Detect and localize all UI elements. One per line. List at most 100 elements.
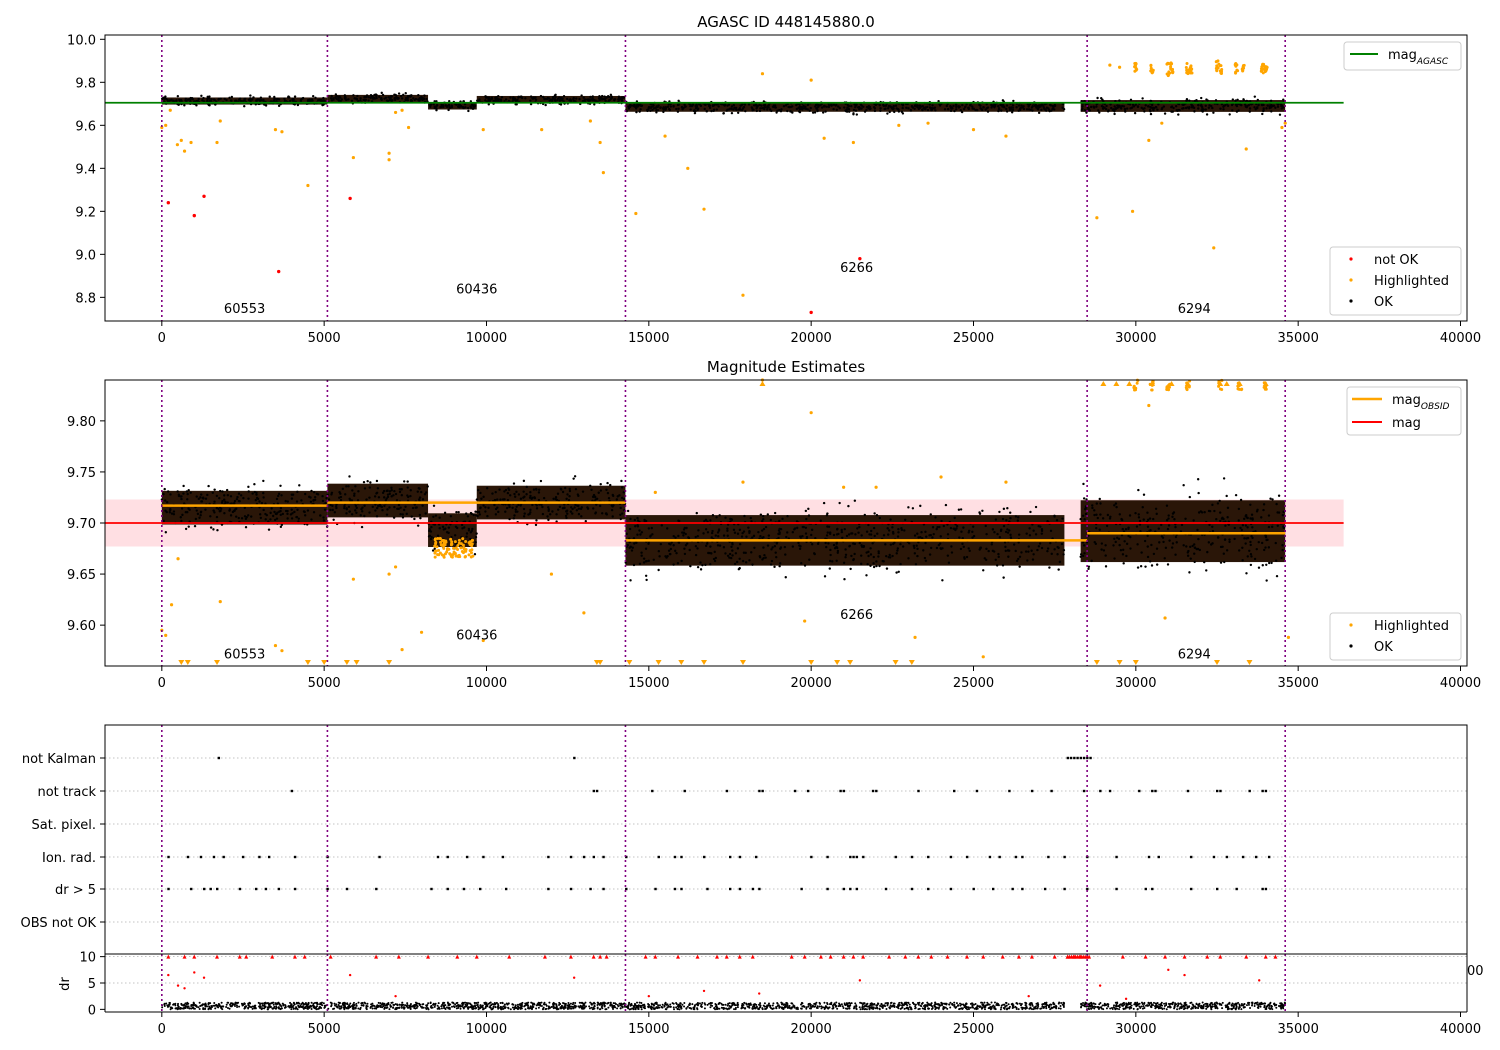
ok-point	[846, 103, 849, 107]
ok-point	[901, 106, 904, 110]
ok-point	[359, 99, 362, 102]
ok-point	[511, 506, 514, 509]
ok-point	[738, 567, 741, 570]
ok-point	[509, 494, 512, 497]
highlighted-point	[1095, 216, 1099, 220]
ok-point	[353, 492, 356, 495]
ok-point	[180, 497, 183, 501]
dr-ok-point	[440, 1007, 443, 1010]
ok-point	[355, 97, 359, 101]
dr-ok-point	[609, 1001, 612, 1004]
ok-point	[1081, 514, 1085, 517]
flag-marker	[855, 855, 859, 859]
ok-point	[522, 496, 525, 499]
ok-point	[724, 516, 727, 519]
ok-point	[929, 513, 932, 516]
ok-point	[638, 529, 641, 532]
ok-point	[855, 113, 859, 116]
ok-point	[677, 103, 680, 107]
ok-point	[216, 529, 219, 532]
ok-point	[565, 97, 569, 101]
panel2-title: Magnitude Estimates	[707, 358, 865, 376]
dr-ok-point	[516, 1003, 519, 1006]
ok-point	[759, 107, 762, 110]
ok-point	[961, 542, 964, 546]
ok-point	[946, 533, 950, 536]
ok-point	[954, 103, 958, 106]
flag-marker	[842, 789, 846, 793]
ok-point	[1193, 99, 1197, 103]
ok-point	[1008, 106, 1011, 109]
ok-point	[290, 493, 294, 496]
ok-point	[1120, 518, 1124, 522]
ok-point	[738, 528, 742, 532]
dr-ok-point	[440, 1005, 443, 1008]
ok-point	[949, 109, 953, 113]
ok-point	[1156, 108, 1159, 111]
dr-ok-point	[238, 1005, 241, 1008]
ok-point	[1093, 541, 1096, 544]
dr-ok-point	[455, 1005, 458, 1008]
ok-point	[1168, 539, 1171, 542]
ok-point	[868, 108, 872, 111]
ok-point	[283, 97, 286, 100]
highlighted-point	[387, 158, 391, 162]
ok-point	[512, 96, 515, 99]
ok-point	[694, 535, 697, 539]
ok-point	[506, 491, 510, 495]
highlighted-point	[467, 553, 471, 557]
ok-point	[1177, 113, 1180, 116]
ok-point	[273, 97, 276, 101]
legend-not-ok: not OK	[1374, 253, 1419, 268]
dr-ok-point	[436, 1004, 439, 1007]
ok-point	[1122, 562, 1125, 565]
ok-point	[412, 97, 415, 100]
ok-point	[1109, 103, 1112, 106]
ok-point	[1144, 565, 1147, 568]
highlighted-point	[460, 549, 464, 553]
ok-point	[469, 531, 473, 534]
ok-point	[955, 527, 958, 530]
flag-marker	[293, 855, 297, 859]
ok-point	[421, 498, 425, 501]
ok-point	[331, 504, 334, 508]
ok-point	[1032, 553, 1035, 556]
ok-point	[1243, 537, 1246, 540]
flag-marker	[855, 887, 859, 891]
ok-point	[1269, 99, 1273, 103]
ok-point	[1047, 108, 1051, 112]
flag-marker	[1147, 855, 1151, 859]
highlighted-point	[400, 648, 404, 652]
ok-point	[929, 546, 933, 550]
ok-point	[1237, 109, 1240, 112]
ok-point	[859, 103, 863, 106]
ok-point	[887, 533, 890, 536]
dr-ok-point	[884, 1002, 887, 1005]
ok-point	[1172, 511, 1176, 514]
ok-point	[509, 96, 512, 99]
ok-point	[165, 501, 169, 504]
ok-point	[605, 488, 608, 491]
ok-point	[1249, 503, 1252, 506]
highlighted-point	[1169, 67, 1173, 71]
ok-point	[1196, 547, 1200, 551]
ok-point	[967, 106, 970, 109]
ok-point	[1219, 545, 1223, 549]
highlighted-point	[1218, 387, 1222, 391]
ok-point	[559, 96, 563, 100]
ok-point	[1206, 550, 1209, 554]
ok-point	[924, 530, 927, 534]
ok-point	[806, 108, 809, 111]
ok-point	[986, 110, 990, 113]
ok-point	[863, 513, 867, 517]
offscale-marker-bottom	[908, 660, 915, 665]
ok-point	[485, 487, 489, 490]
ok-point	[1018, 108, 1022, 112]
ok-point	[529, 494, 532, 498]
dr-ok-point	[1034, 1005, 1037, 1008]
y-tick-label: 9.4	[75, 162, 96, 177]
ok-point	[689, 564, 692, 568]
ok-point	[1010, 111, 1014, 114]
